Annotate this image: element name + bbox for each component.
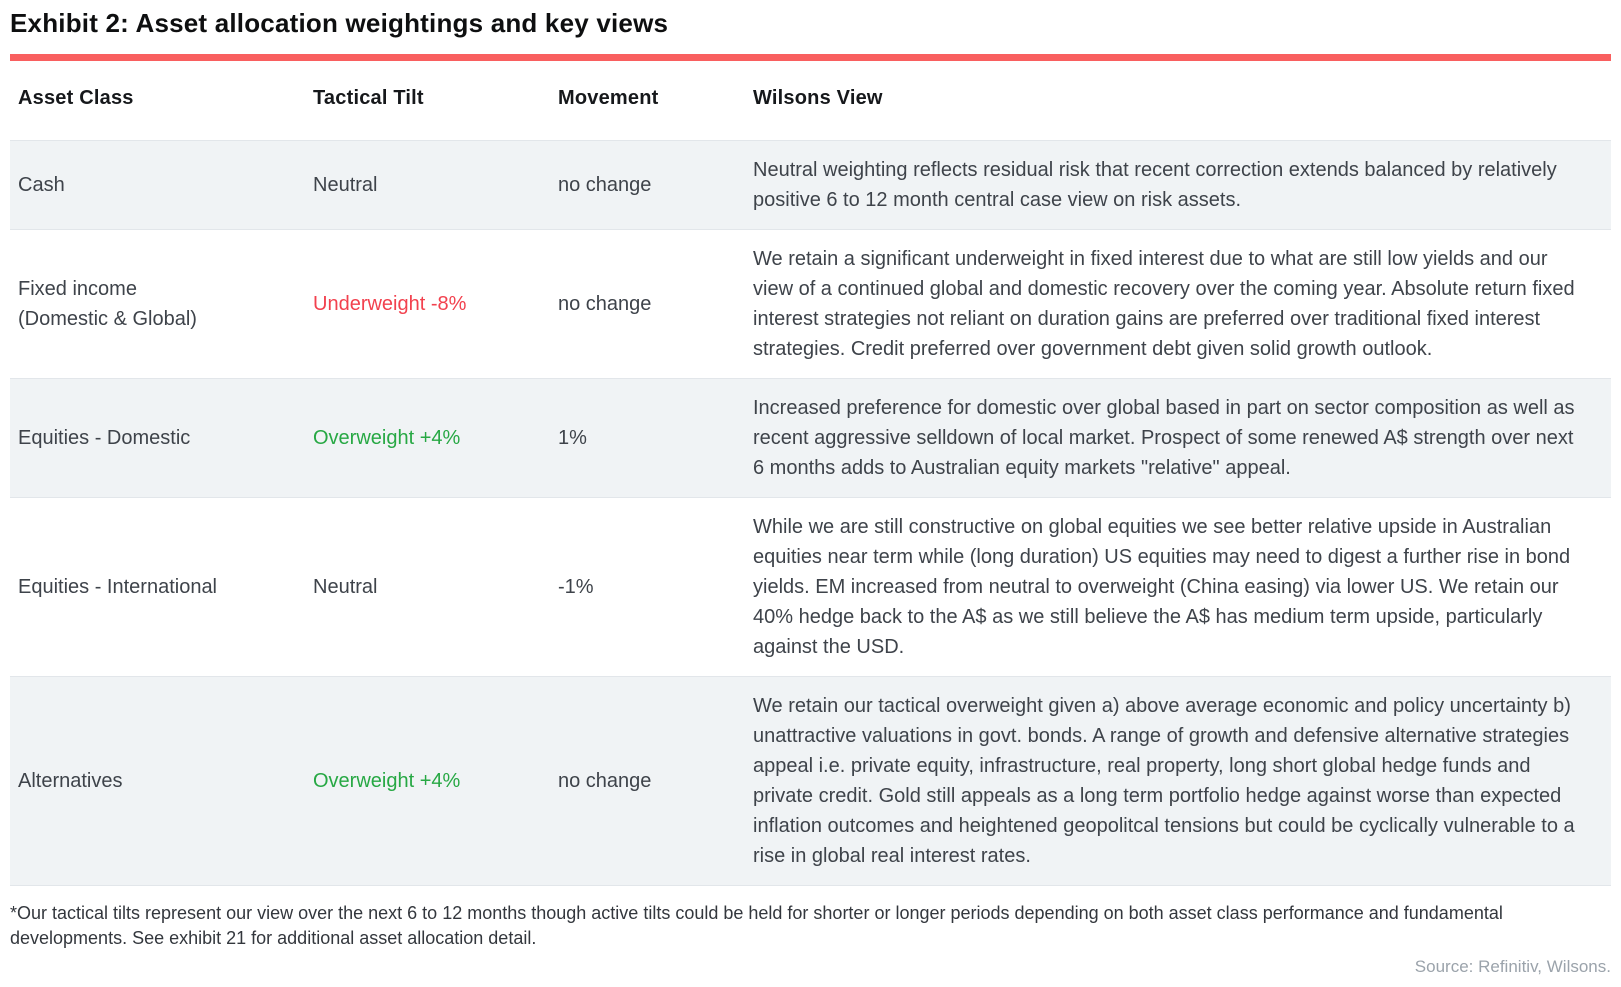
asset-class-cell: Alternatives (18, 770, 123, 792)
table-header: Asset Class Tactical Tilt Movement Wilso… (10, 61, 1611, 141)
table-row-alternatives: Alternatives Overweight +4% no change We… (10, 676, 1611, 886)
wilsons-view-cell: Increased preference for domestic over g… (753, 397, 1575, 479)
source-attribution: Source: Refinitiv, Wilsons. (1414, 957, 1611, 976)
tactical-tilt-value: Neutral (313, 174, 378, 196)
tactical-tilt-value: Overweight +4% (313, 770, 461, 792)
table-row-fixed-income: Fixed income (Domestic & Global) Underwe… (10, 229, 1611, 379)
wilsons-view-cell: Neutral weighting reflects residual risk… (753, 159, 1557, 211)
accent-divider-bar (10, 54, 1611, 61)
header-row: Asset Class Tactical Tilt Movement Wilso… (10, 61, 1611, 141)
movement-cell: 1% (558, 427, 587, 449)
column-header-movement: Movement (558, 87, 659, 109)
column-header-asset-class: Asset Class (18, 87, 134, 109)
asset-class-cell: Fixed income (Domestic & Global) (18, 278, 197, 330)
movement-cell: no change (558, 174, 652, 196)
wilsons-view-cell: We retain a significant underweight in f… (753, 248, 1575, 360)
asset-class-cell: Cash (18, 174, 65, 196)
exhibit-title: Exhibit 2: Asset allocation weightings a… (10, 8, 669, 38)
wilsons-view-cell: We retain our tactical overweight given … (753, 695, 1575, 867)
wilsons-view-cell: While we are still constructive on globa… (753, 516, 1571, 658)
tactical-tilt-cell: Overweight +4% (305, 379, 550, 498)
tactical-tilt-cell: Neutral (305, 498, 550, 677)
tactical-tilt-cell: Overweight +4% (305, 677, 550, 886)
asset-class-cell: Equities - Domestic (18, 427, 191, 449)
movement-cell: no change (558, 770, 652, 792)
column-header-wilsons-view: Wilsons View (753, 87, 883, 109)
asset-allocation-table: Asset Class Tactical Tilt Movement Wilso… (10, 61, 1611, 886)
table-row-cash: Cash Neutral no change Neutral weighting… (10, 140, 1611, 230)
tactical-tilt-cell: Neutral (305, 141, 550, 230)
footnote-text: *Our tactical tilts represent our view o… (10, 903, 1503, 948)
asset-class-cell: Equities - International (18, 576, 218, 598)
movement-cell: -1% (558, 576, 594, 598)
tactical-tilt-value: Underweight -8% (313, 293, 467, 315)
tactical-tilt-value: Overweight +4% (313, 427, 461, 449)
tactical-tilt-cell: Underweight -8% (305, 230, 550, 379)
table-row-equities-international: Equities - International Neutral -1% Whi… (10, 497, 1611, 677)
table-body: Cash Neutral no change Neutral weighting… (10, 140, 1611, 886)
table-row-equities-domestic: Equities - Domestic Overweight +4% 1% In… (10, 378, 1611, 498)
column-header-tactical-tilt: Tactical Tilt (313, 87, 424, 109)
movement-cell: no change (558, 293, 652, 315)
tactical-tilt-value: Neutral (313, 576, 378, 598)
